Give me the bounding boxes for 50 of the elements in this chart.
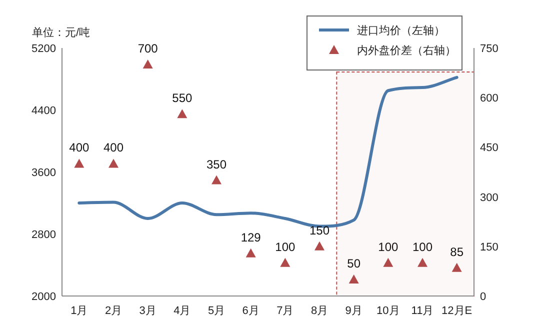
point (280, 258, 290, 267)
x-tick-label: 4月 (174, 305, 191, 317)
data-label: 700 (138, 42, 158, 56)
point (452, 262, 462, 272)
data-label: 350 (206, 157, 227, 172)
x-tick-label: 11月 (411, 305, 434, 317)
y2-tick-label: 600 (480, 92, 498, 105)
point (246, 248, 256, 258)
legend-label: 内外盘价差（右轴） (357, 44, 456, 57)
y2-tick-label: 300 (480, 192, 498, 204)
data-label: 100 (378, 240, 398, 254)
x-tick-label: 12月E (442, 305, 472, 317)
y-tick-label: 3600 (32, 167, 56, 179)
data-label: 150 (309, 223, 330, 238)
y-tick-label: 2800 (32, 229, 56, 241)
data-label: 85 (450, 244, 464, 259)
point (314, 241, 324, 250)
point (74, 158, 84, 168)
data-label: 50 (347, 256, 361, 270)
y-tick-label: 4400 (32, 105, 56, 117)
x-tick-label: 3月 (139, 305, 156, 317)
point (418, 258, 428, 267)
point (212, 175, 222, 184)
y-tick-label: 2000 (32, 291, 56, 303)
y2-tick-label: 0 (480, 291, 486, 303)
y2-tick-label: 450 (480, 142, 498, 154)
data-label: 550 (172, 91, 192, 106)
data-label: 100 (412, 240, 433, 254)
point (108, 158, 118, 168)
data-label: 400 (69, 140, 90, 155)
y2-tick-label: 750 (480, 43, 498, 55)
x-tick-label: 7月 (276, 305, 294, 317)
x-tick-label: 1月 (70, 305, 88, 317)
y2-tick-label: 150 (480, 241, 498, 254)
x-tick-label: 6月 (242, 305, 260, 317)
data-label: 129 (240, 230, 262, 244)
point (348, 274, 359, 284)
y-tick-label: 5200 (32, 43, 56, 55)
x-tick-label: 9月 (345, 305, 362, 317)
point (383, 258, 394, 267)
legend-label: 进口均价（左轴） (357, 24, 445, 37)
point (177, 109, 188, 118)
x-tick-label: 10月 (376, 305, 400, 317)
x-tick-label: 2月 (104, 305, 122, 317)
point (142, 60, 153, 69)
data-label: 400 (103, 140, 124, 155)
y-axis-title: 单位：元/吨 (32, 26, 90, 39)
x-tick-label: 8月 (310, 305, 328, 317)
data-label: 100 (275, 240, 296, 254)
x-tick-label: 5月 (208, 305, 226, 317)
